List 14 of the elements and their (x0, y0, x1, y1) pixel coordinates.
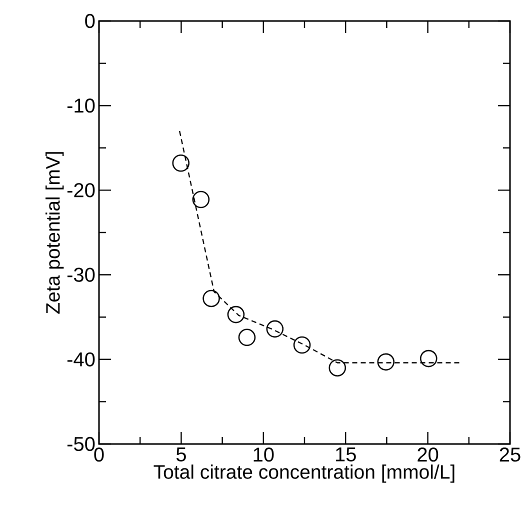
y-tick-label: -50 (67, 436, 95, 452)
y-tick-label: -20 (67, 183, 95, 198)
x-axis-title: Total citrate concentration [mmol/L] (154, 464, 454, 483)
y-tick-label: -10 (67, 98, 95, 113)
x-tick-label: 5 (176, 448, 186, 462)
y-tick-label: -40 (67, 352, 95, 366)
x-tick-label: 10 (254, 448, 274, 462)
y-axis-title: Zeta potential [mV] (46, 152, 64, 314)
y-tick-label: 0 (85, 14, 95, 28)
x-tick-label: 0 (94, 448, 104, 462)
x-tick-label: 15 (336, 448, 356, 462)
x-tick-label: 25 (500, 448, 520, 462)
x-tick-label: 20 (418, 448, 438, 462)
y-tick-label: -30 (67, 268, 95, 282)
